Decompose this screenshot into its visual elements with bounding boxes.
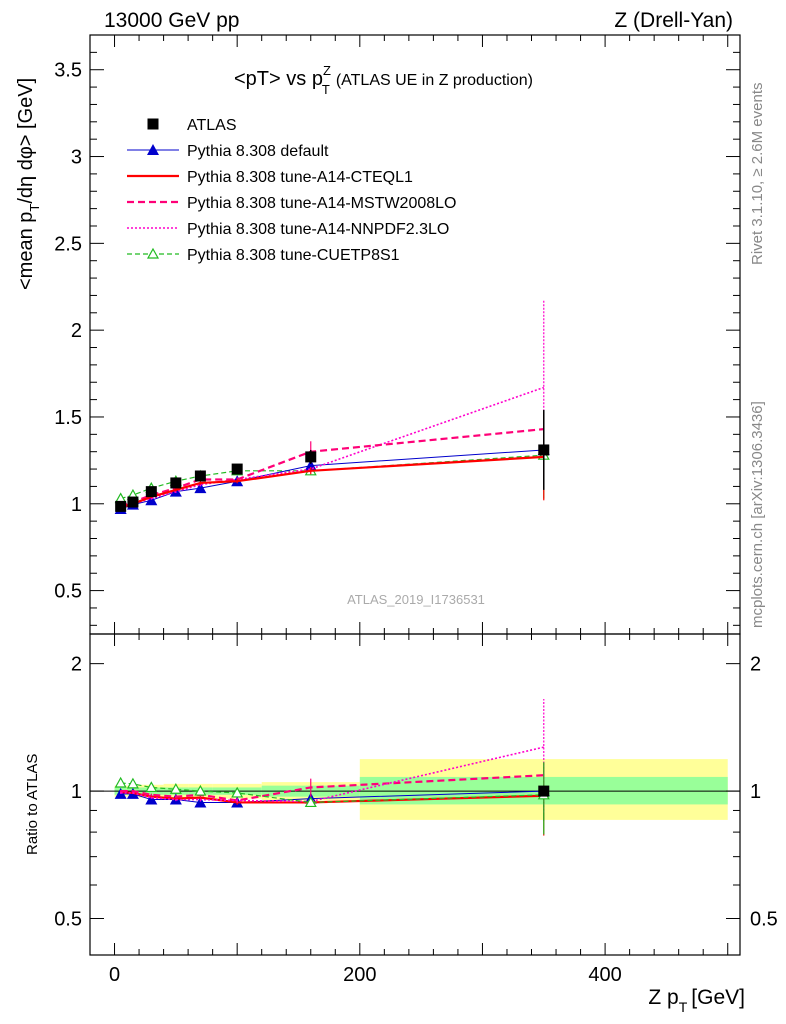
series-0	[115, 410, 550, 512]
frame-layer: 0 200 400 0.5 1 1.5 2 2.5 3 3.5 0.5 0.5 1 1 2 2	[54, 34, 778, 986]
data-point	[538, 444, 550, 456]
ratio-point	[126, 777, 139, 789]
series-line	[120, 428, 544, 508]
ratio-point	[145, 781, 158, 793]
header-energy: 13000 GeV pp	[104, 9, 239, 32]
y-tick-label: 3	[71, 147, 82, 169]
ratio-tick-label-left: 0.5	[54, 909, 82, 931]
ratio-line	[120, 782, 544, 804]
title-rest: (ATLAS UE in Z production)	[336, 72, 533, 89]
series-4	[120, 300, 545, 509]
title-sub: T	[322, 82, 330, 97]
data-point	[115, 500, 127, 512]
x-tick-label: 400	[588, 964, 621, 986]
legend-entry-1: Pythia 8.308 default	[127, 143, 329, 160]
legend-entry-4: Pythia 8.308 tune-A14-NNPDF2.3LO	[127, 221, 449, 238]
x-tick-label: 0	[109, 964, 120, 986]
series-1	[114, 415, 550, 514]
legend-marker	[147, 144, 159, 155]
x-tick-label: 200	[343, 964, 376, 986]
legend-entry-2: Pythia 8.308 tune-A14-CTEQL1	[127, 169, 413, 186]
xlabel-sub: T	[679, 999, 688, 1015]
data-point	[305, 451, 317, 463]
ratio-line	[120, 746, 544, 803]
chart-title: <pT> vs pZ T (ATLAS UE in Z production)	[234, 63, 533, 97]
legend-label: Pythia 8.308 tune-CUETP8S1	[187, 247, 400, 264]
ratio-line	[120, 790, 544, 804]
series-line	[120, 454, 544, 500]
ratio-point	[145, 793, 158, 805]
ylabel-a: <mean p	[15, 212, 37, 290]
legend: ATLAS Pythia 8.308 default Pythia 8.308 tu…	[127, 117, 456, 264]
ylabel-b: /dη dφ> [GeV]	[15, 78, 37, 204]
legend-label: Pythia 8.308 tune-A14-MSTW2008LO	[187, 195, 456, 212]
ratio-tick-label-right: 2	[750, 654, 761, 676]
ratio-tick-label-right: 0.5	[750, 909, 778, 931]
rivet-version: Rivet 3.1.10, ≥ 2.6M events	[749, 83, 766, 266]
y-tick-label: 1.5	[54, 407, 82, 429]
y-tick-label: 0.5	[54, 581, 82, 603]
header-process: Z (Drell-Yan)	[614, 9, 733, 32]
y-tick-label: 2.5	[54, 233, 82, 255]
legend-marker	[147, 118, 159, 130]
data-point	[194, 470, 206, 482]
y-axis-label: <mean pT/dη dφ> [GeV]	[15, 78, 42, 290]
ratio-tick-label-right: 1	[750, 781, 761, 803]
data-point	[127, 496, 139, 508]
legend-label: ATLAS	[187, 117, 237, 134]
y-tick-label: 2	[71, 320, 82, 342]
analysis-watermark: ATLAS_2019_I1736531	[347, 592, 485, 607]
x-axis-label: Z pT [GeV]	[648, 986, 745, 1015]
data-point	[194, 482, 207, 494]
legend-label: Pythia 8.308 tune-A14-CTEQL1	[187, 169, 413, 186]
ratio-axis-label: Ratio to ATLAS	[24, 754, 41, 855]
data-point	[145, 494, 158, 506]
data-point	[170, 477, 182, 489]
legend-entry-3: Pythia 8.308 tune-A14-MSTW2008LO	[127, 195, 456, 212]
data-point	[145, 486, 157, 498]
ratio-point	[194, 796, 207, 808]
title-sup: Z	[323, 63, 331, 78]
legend-entry-0: ATLAS	[147, 117, 237, 134]
xlabel-a: Z p	[648, 986, 678, 1009]
lower-frame	[89, 633, 741, 956]
ratio-point	[304, 796, 317, 808]
upper-series-layer	[114, 300, 550, 514]
legend-marker	[146, 247, 160, 259]
title-main: <pT> vs p	[234, 68, 323, 90]
ratio-tick-label-left: 1	[71, 781, 82, 803]
ratio-point	[169, 783, 182, 794]
ratio-line	[120, 774, 544, 802]
legend-entry-5: Pythia 8.308 tune-CUETP8S1	[127, 247, 400, 264]
ratio-point	[231, 786, 244, 798]
lower-series-layer	[90, 699, 740, 836]
ratio-tick-label-left: 2	[71, 654, 82, 676]
y-tick-label: 1	[71, 494, 82, 516]
legend-label: Pythia 8.308 tune-A14-NNPDF2.3LO	[187, 221, 449, 238]
ratio-atlas-point	[538, 785, 550, 797]
mcplots-credit: mcplots.cern.ch [arXiv:1306.3436]	[749, 401, 766, 628]
y-tick-label: 3.5	[54, 60, 82, 82]
data-point	[231, 463, 243, 475]
legend-label: Pythia 8.308 default	[187, 143, 329, 160]
ratio-point	[114, 776, 127, 788]
xlabel-b: [GeV]	[691, 986, 745, 1009]
ratio-point	[194, 784, 207, 796]
lower-band-layer	[114, 759, 728, 820]
ylabel-sub-t: T	[27, 204, 42, 212]
